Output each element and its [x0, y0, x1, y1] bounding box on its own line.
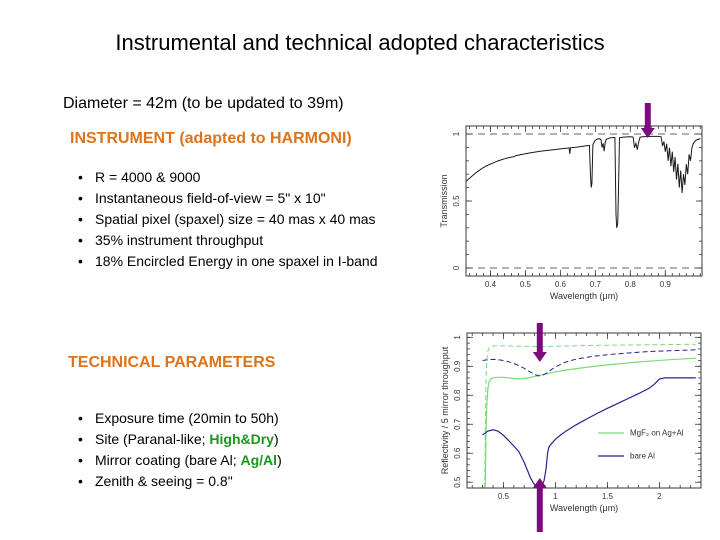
x-tick-label: 1.5 — [602, 492, 614, 501]
bullet-item: Instantaneous field-of-view = 5" x 10" — [75, 188, 420, 209]
bullet-item: Zenith & seeing = 0.8" — [75, 471, 420, 492]
technical-bullet-list: Exposure time (20min to 50h) Site (Paran… — [75, 408, 420, 492]
series-line — [482, 377, 696, 488]
bullet-item: 18% Encircled Energy in one spaxel in I-… — [75, 251, 420, 272]
y-axis-label: Reflectivity / 5 mirror throughput — [440, 346, 450, 474]
bullet-highlight: Ag/Al — [240, 452, 278, 468]
bullet-item: Spatial pixel (spaxel) size = 40 mas x 4… — [75, 209, 420, 230]
series-line — [482, 349, 696, 377]
series-line — [484, 357, 696, 488]
series-line — [466, 135, 701, 228]
bullet-item: 35% instrument throughput — [75, 230, 420, 251]
y-tick-label: 0.8 — [453, 389, 462, 401]
y-tick-label: 0.9 — [453, 360, 462, 372]
y-tick-label: 0.5 — [453, 476, 462, 488]
y-tick-label: 1 — [452, 131, 461, 136]
x-tick-label: 0.9 — [660, 280, 672, 289]
series-line — [484, 343, 696, 488]
x-tick-label: 0.8 — [625, 280, 637, 289]
bullet-text-suffix: ) — [273, 431, 279, 447]
bullet-text: Zenith & seeing = 0.8" — [95, 473, 233, 489]
diameter-note: Diameter = 42m (to be updated to 39m) — [63, 95, 344, 112]
y-tick-label: 1 — [453, 335, 462, 340]
x-tick-label: 0.7 — [590, 280, 602, 289]
y-tick-label: 0 — [452, 265, 461, 270]
bullet-text: 18% Encircled Energy in one spaxel in I-… — [95, 253, 378, 269]
legend-label: bare Al — [630, 452, 655, 461]
bullet-text: Exposure time (20min to 50h) — [95, 410, 279, 426]
x-axis-label: Wavelength (μm) — [550, 503, 618, 513]
bullet-text: Mirror coating (bare Al; — [95, 452, 241, 468]
highlight-arrow-head — [532, 478, 547, 488]
instrument-bullet-list: R = 4000 & 9000 Instantaneous field-of-v… — [75, 167, 420, 272]
x-tick-label: 2 — [657, 492, 662, 501]
bullet-item: Exposure time (20min to 50h) — [75, 408, 420, 429]
y-tick-label: 0.7 — [453, 418, 462, 430]
x-tick-label: 0.4 — [485, 280, 497, 289]
bullet-item: R = 4000 & 9000 — [75, 167, 420, 188]
slide-title: Instrumental and technical adopted chara… — [115, 30, 605, 55]
bullet-text: R = 4000 & 9000 — [95, 169, 201, 185]
x-tick-label: 1 — [553, 492, 558, 501]
bullet-item: Mirror coating (bare Al; Ag/Al) — [75, 450, 420, 471]
x-tick-label: 0.6 — [555, 280, 567, 289]
bullet-text: Site (Paranal-like; — [95, 431, 210, 447]
plot-frame — [466, 332, 702, 489]
transmission-chart-svg: 0.4 0.5 0.6 0.7 0.8 0.9 0 0.5 1 Wavelength (μm) Tr… — [439, 103, 703, 301]
y-tick-label: 0.6 — [453, 447, 462, 459]
bullet-text: Spatial pixel (spaxel) size = 40 mas x 4… — [95, 211, 376, 227]
bullet-item: Site (Paranal-like; High&Dry) — [75, 429, 420, 450]
reflectivity-chart-svg: 0.5 1 1.5 2 0.5 0.6 0.7 0.8 0.9 1 Wavelength (μm) R… — [440, 323, 702, 532]
bullet-text-suffix: ) — [277, 452, 282, 468]
bullet-text: 35% instrument throughput — [95, 232, 264, 248]
x-tick-label: 0.5 — [498, 492, 510, 501]
highlight-arrow-head — [532, 352, 547, 362]
x-tick-label: 0.5 — [520, 280, 532, 289]
reflectivity-chart: 0.5 1 1.5 2 0.5 0.6 0.7 0.8 0.9 1 Wavelength (μm) R… — [430, 320, 720, 540]
bullet-highlight: High&Dry — [209, 431, 274, 447]
y-axis-label: Transmission — [440, 174, 449, 227]
legend-label: MgF₂ on Ag+Al — [630, 429, 684, 438]
technical-section-heading: TECHNICAL PARAMETERS — [68, 354, 276, 371]
instrument-section-heading: INSTRUMENT (adapted to HARMONI) — [70, 130, 352, 147]
highlight-arrow-head — [640, 128, 655, 138]
y-tick-label: 0.5 — [452, 195, 461, 207]
transmission-chart: 0.4 0.5 0.6 0.7 0.8 0.9 0 0.5 1 Wavelength (μm) Tr… — [439, 100, 720, 315]
bullet-text: Instantaneous field-of-view = 5" x 10" — [95, 190, 326, 206]
x-axis-label: Wavelength (μm) — [550, 291, 618, 301]
